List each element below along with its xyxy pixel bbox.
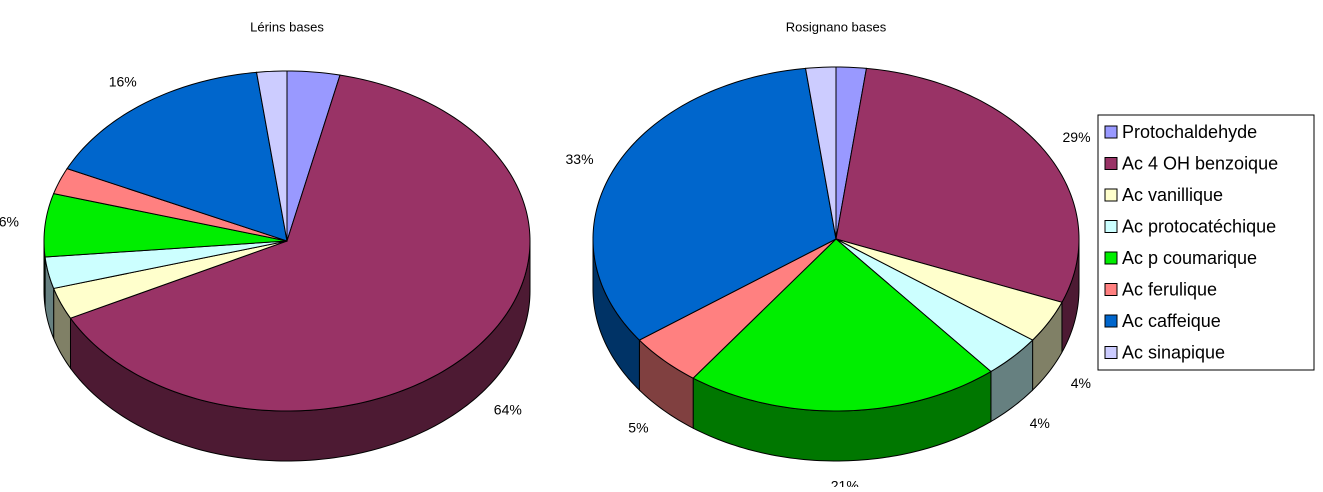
legend-label: Ac protocatéchique xyxy=(1122,216,1276,236)
legend-swatch xyxy=(1104,125,1118,139)
slice xyxy=(835,67,1080,353)
slice-top xyxy=(52,168,288,242)
data-label: 4% xyxy=(1030,415,1050,431)
slice xyxy=(52,168,288,242)
legend-swatch xyxy=(1104,251,1118,265)
slice-top xyxy=(592,67,837,341)
legend-swatch xyxy=(1104,314,1118,328)
legend-label: Ac vanillique xyxy=(1122,185,1223,205)
data-label: 29% xyxy=(1063,129,1091,145)
slice xyxy=(592,67,837,392)
slice-top xyxy=(66,71,288,242)
legend-swatch xyxy=(1104,346,1118,359)
data-label: 33% xyxy=(566,151,594,167)
slice-top xyxy=(43,192,288,258)
slice-top xyxy=(638,238,837,379)
legend-label: Ac ferulique xyxy=(1122,279,1217,299)
slice xyxy=(52,240,288,370)
legend-swatch xyxy=(1104,157,1118,170)
legend-label: Ac 4 OH benzoique xyxy=(1122,153,1278,173)
data-label: 6% xyxy=(0,213,19,229)
chart-title: Lérins bases xyxy=(250,19,324,34)
slice xyxy=(43,192,288,308)
slice xyxy=(804,66,837,240)
slice xyxy=(835,238,1034,423)
legend-label: Ac caffeique xyxy=(1122,311,1221,331)
data-label: 21% xyxy=(831,477,859,487)
legend-swatch xyxy=(1104,220,1118,233)
data-label: 5% xyxy=(628,420,648,436)
legend-label: Ac sinapique xyxy=(1122,342,1225,362)
slice-top xyxy=(69,74,531,412)
slice-top xyxy=(835,238,1063,341)
slice xyxy=(255,70,288,242)
slice-top xyxy=(804,66,837,240)
slice-top xyxy=(835,67,1080,303)
data-label: 16% xyxy=(109,74,137,90)
slice-top xyxy=(692,238,992,412)
legend-label: Ac p coumarique xyxy=(1122,248,1257,268)
legend-label: Protochaldehyde xyxy=(1122,122,1257,142)
legend-swatch xyxy=(1104,188,1118,202)
legend-box xyxy=(1097,114,1315,371)
legend-swatch xyxy=(1104,283,1118,296)
slice xyxy=(835,238,1063,392)
slice-top xyxy=(835,238,1034,373)
data-label: 4% xyxy=(1071,375,1091,391)
slice xyxy=(69,74,531,462)
chart-title: Rosignano bases xyxy=(786,19,887,34)
data-label: 64% xyxy=(494,402,522,418)
slice xyxy=(66,71,288,242)
slice-top xyxy=(52,240,288,319)
slice xyxy=(638,238,837,429)
slice-top xyxy=(255,70,288,242)
